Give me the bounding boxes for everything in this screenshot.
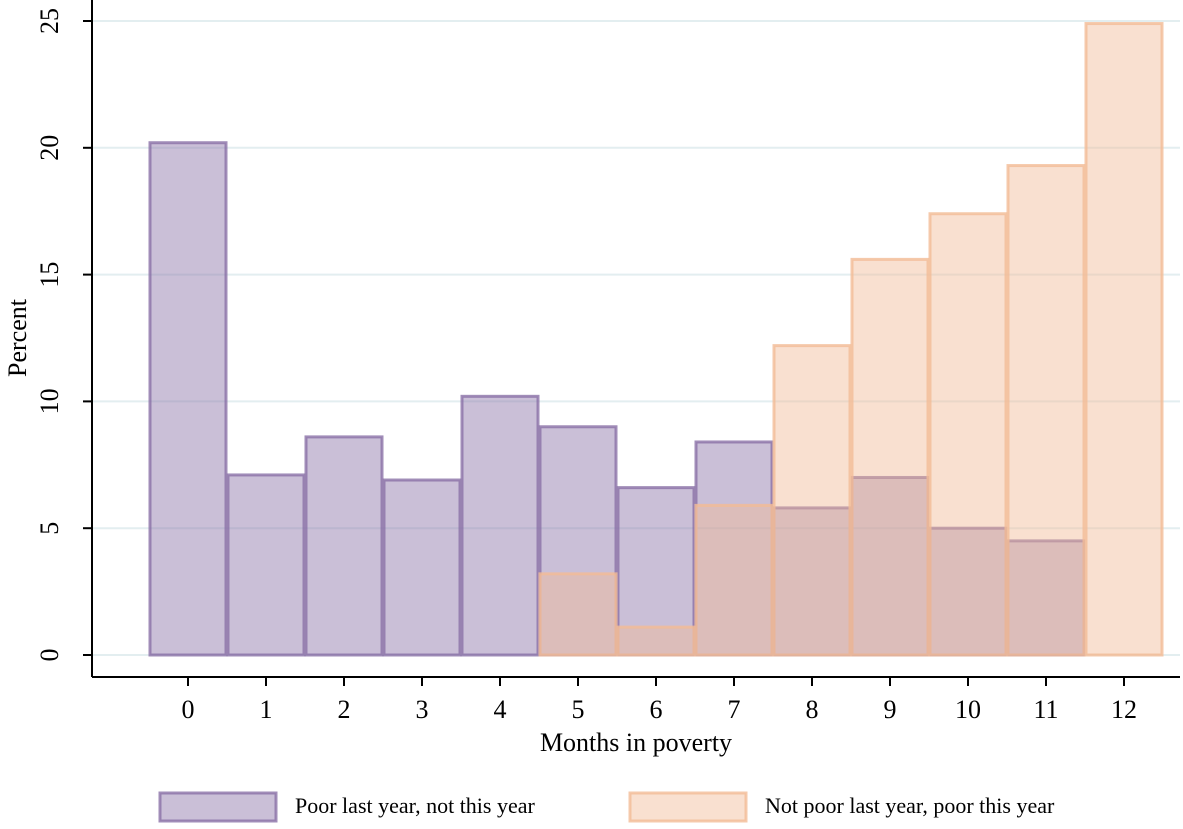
bar xyxy=(226,473,306,657)
bar xyxy=(772,506,852,657)
x-tick-label: 7 xyxy=(728,695,741,724)
legend-label: Poor last year, not this year xyxy=(295,793,536,818)
x-tick-label: 10 xyxy=(955,695,981,724)
legend-swatch xyxy=(628,791,748,823)
bar xyxy=(460,394,540,657)
x-tick-label: 1 xyxy=(260,695,273,724)
y-tick-label: 20 xyxy=(35,135,64,161)
x-tick-label: 5 xyxy=(572,695,585,724)
y-axis-label: Percent xyxy=(3,298,32,377)
x-axis-label: Months in poverty xyxy=(540,728,732,757)
x-tick-label: 0 xyxy=(182,695,195,724)
y-tick-label: 0 xyxy=(35,649,64,662)
bar xyxy=(1006,164,1086,657)
y-tick-label: 25 xyxy=(35,8,64,34)
x-tick-label: 11 xyxy=(1033,695,1058,724)
bar xyxy=(616,625,696,657)
x-tick-label: 3 xyxy=(416,695,429,724)
legend-swatch xyxy=(158,791,278,823)
x-tick-label: 4 xyxy=(494,695,507,724)
bar xyxy=(382,478,462,657)
x-tick-label: 6 xyxy=(650,695,663,724)
bar xyxy=(772,344,852,657)
bar xyxy=(538,572,618,657)
y-tick-label: 15 xyxy=(35,262,64,288)
bar xyxy=(928,212,1008,657)
y-tick-label: 10 xyxy=(35,388,64,414)
bar xyxy=(1084,22,1164,657)
x-tick-label: 9 xyxy=(884,695,897,724)
x-tick-label: 2 xyxy=(338,695,351,724)
bar xyxy=(304,435,384,657)
bar xyxy=(148,141,228,657)
bar xyxy=(850,475,930,657)
y-tick-label: 5 xyxy=(35,522,64,535)
bar xyxy=(850,257,930,657)
bar xyxy=(694,503,774,657)
bar xyxy=(538,425,618,657)
legend-label: Not poor last year, poor this year xyxy=(765,793,1055,818)
x-tick-label: 12 xyxy=(1111,695,1137,724)
x-tick-label: 8 xyxy=(806,695,819,724)
